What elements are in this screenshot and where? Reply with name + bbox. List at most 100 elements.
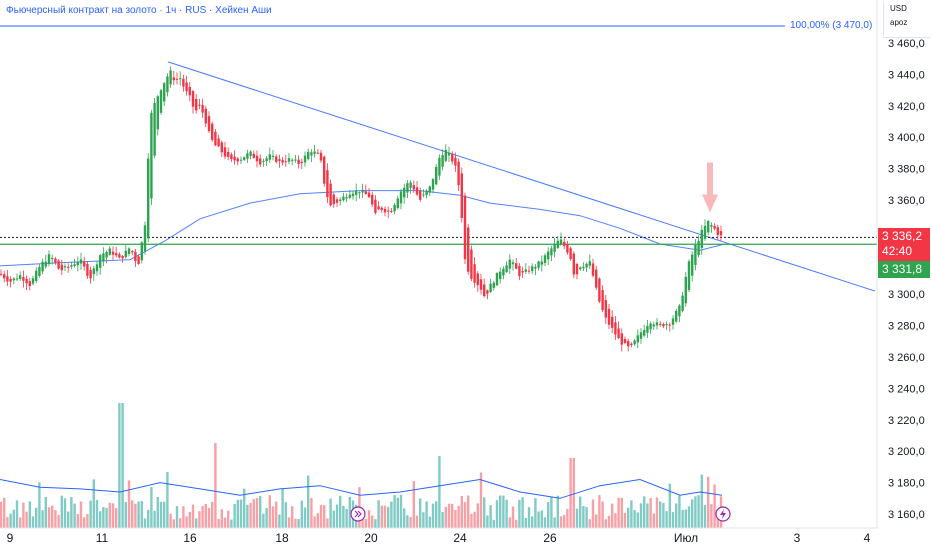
volume-bar — [339, 495, 342, 528]
volume-bar — [435, 501, 438, 528]
candle-body — [198, 104, 201, 106]
candle-body — [54, 258, 57, 263]
candle-body — [441, 155, 444, 167]
volume-bar — [236, 499, 239, 528]
volume-bar — [361, 514, 364, 528]
x-tick-label: 16 — [183, 531, 197, 545]
volume-bar — [76, 514, 79, 528]
volume-bar — [316, 513, 319, 528]
volume-bar — [163, 501, 166, 528]
candle-body — [35, 270, 38, 281]
candle-body — [275, 156, 278, 162]
volume-bar — [243, 488, 246, 528]
currency-box[interactable]: USD apoz — [883, 2, 930, 38]
volume-bar — [38, 482, 41, 528]
candle-body — [79, 259, 83, 264]
volume-bar — [518, 499, 521, 528]
volume-bar — [665, 511, 668, 528]
candle-body — [63, 266, 67, 268]
volume-bar — [367, 510, 371, 528]
down-arrow-annotation[interactable] — [702, 162, 718, 213]
volume-bar — [377, 500, 380, 528]
volume-bar — [441, 511, 444, 528]
goto-realtime-icon[interactable] — [350, 506, 366, 522]
candle-body — [86, 263, 89, 276]
volume-bar — [566, 509, 569, 528]
trend-line[interactable] — [167, 61, 876, 292]
candle-body — [710, 225, 713, 227]
candle-body — [508, 259, 511, 269]
volume-bar — [201, 505, 204, 528]
candle-body — [105, 251, 108, 258]
volume-bar — [265, 507, 268, 528]
volume-bar — [684, 509, 687, 528]
flash-icon[interactable] — [715, 506, 731, 522]
volume-bar — [220, 509, 223, 528]
candle-body — [179, 78, 182, 80]
candle-body — [188, 86, 191, 96]
volume-bar — [3, 497, 6, 528]
volume-bar — [457, 505, 460, 528]
volume-bar — [470, 513, 473, 528]
volume-bar — [687, 506, 691, 528]
candle-body — [246, 153, 249, 159]
volume-bar — [537, 511, 540, 528]
volume-bar — [508, 517, 511, 528]
candle-body — [399, 191, 403, 204]
time-axis[interactable]: 9 11 16 18 20 24 26 Июл 3 4 — [7, 531, 871, 545]
volume-bar — [521, 497, 524, 528]
x-tick-label: 26 — [543, 531, 557, 545]
candle-body — [563, 241, 566, 246]
candle-body — [444, 149, 447, 161]
candle-body — [115, 253, 118, 256]
candle-body — [607, 308, 611, 325]
candle-body — [495, 273, 499, 286]
candle-body — [425, 190, 428, 195]
candle-body — [585, 263, 588, 268]
candle-body — [393, 204, 396, 212]
volume-bar — [444, 506, 447, 528]
candle-body — [348, 194, 351, 198]
candle-body — [406, 183, 409, 193]
volume-bar — [703, 505, 707, 528]
candle-body — [217, 138, 220, 147]
candle-body — [38, 266, 41, 276]
volume-bar — [639, 503, 643, 528]
volume-bar — [278, 514, 281, 528]
volume-bar — [249, 502, 252, 528]
candle-body — [47, 254, 51, 265]
candle-body — [499, 271, 502, 280]
candle-body — [108, 248, 111, 255]
candle-body — [540, 261, 543, 265]
volume-bar — [9, 513, 12, 528]
volume-bar — [41, 510, 44, 528]
volume-bar — [6, 516, 9, 528]
volume-bar — [630, 500, 633, 528]
volume-bar — [678, 495, 681, 528]
volume-bar — [636, 512, 639, 528]
candle-body — [694, 244, 697, 266]
candle-body — [73, 264, 76, 267]
candle-body — [511, 262, 515, 265]
volume-bar — [598, 495, 601, 528]
candle-body — [595, 269, 598, 288]
volume-bar — [479, 472, 483, 528]
volume-bar — [675, 503, 678, 528]
candle-body — [559, 239, 563, 245]
candle-body — [422, 194, 425, 196]
price-axis[interactable]: 3 460,0 3 440,0 3 420,0 3 400,0 3 380,0 3 360… — [888, 38, 925, 521]
volume-bar — [623, 512, 627, 528]
volume-bar — [44, 496, 47, 528]
candle-body — [473, 264, 476, 283]
volume-bar — [502, 495, 505, 528]
candle-body — [147, 158, 150, 239]
x-tick-label: 3 — [794, 531, 801, 545]
candle-body — [3, 274, 6, 279]
candle-body — [371, 194, 374, 205]
candle-body — [223, 147, 227, 157]
x-tick-label: 20 — [364, 531, 378, 545]
y-tick-label: 3 460,0 — [888, 38, 925, 50]
candle-body — [284, 161, 287, 163]
volume-bar — [390, 501, 393, 528]
